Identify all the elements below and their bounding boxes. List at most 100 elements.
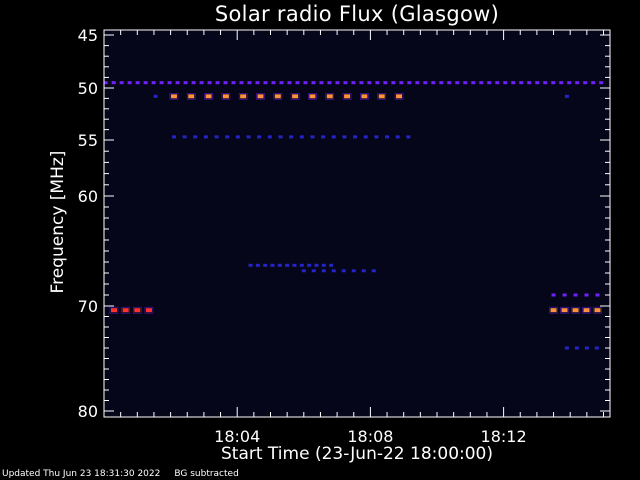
x-axis-label: Start Time (23-Jun-22 18:00:00): [221, 444, 493, 464]
feature-pixel: [344, 94, 351, 99]
x-tick-label: 18:04: [214, 427, 260, 446]
feature-pixel: [188, 94, 195, 99]
y-tick-label: 70: [78, 297, 98, 316]
feature-glow: [133, 306, 142, 314]
feature-pixel: [267, 135, 272, 139]
feature-pixel: [122, 308, 129, 313]
feature-pixel: [303, 81, 308, 85]
feature-pixel: [395, 135, 400, 139]
feature-pixel: [278, 135, 283, 139]
feature-pixel: [307, 263, 312, 267]
feature-pixel: [584, 293, 589, 297]
feature-pixel: [343, 81, 348, 85]
feature-pixel: [378, 94, 385, 99]
feature-pixel: [314, 263, 319, 267]
feature-pixel: [479, 81, 484, 85]
feature-pixel: [327, 81, 332, 85]
feature-pixel: [574, 346, 579, 350]
feature-pixel: [471, 81, 476, 85]
feature-pixel: [222, 94, 229, 99]
feature-pixel: [170, 94, 177, 99]
feature-pixel: [361, 269, 366, 273]
y-tick-label: 45: [78, 26, 98, 45]
feature-pixel: [277, 263, 282, 267]
feature-glow: [549, 306, 558, 314]
feature-pixel: [511, 81, 516, 85]
feature-pixel: [287, 81, 292, 85]
feature-pixel: [583, 81, 588, 85]
feature-glow: [582, 306, 591, 314]
feature-pixel: [551, 293, 556, 297]
feature-pixel: [527, 81, 532, 85]
feature-pixel: [463, 81, 468, 85]
feature-pixel: [263, 81, 268, 85]
feature-pixel: [371, 269, 376, 273]
feature-pixel: [292, 263, 297, 267]
feature-pixel: [255, 81, 260, 85]
feature-pixel: [175, 81, 180, 85]
feature-glow: [377, 93, 387, 100]
feature-pixel: [543, 81, 548, 85]
plot-frame: [103, 29, 611, 418]
y-tick-label: 55: [78, 131, 98, 150]
emission-features: [103, 81, 604, 350]
feature-pixel: [285, 263, 290, 267]
feature-glow: [121, 306, 130, 314]
feature-pixel: [182, 135, 187, 139]
feature-pixel: [519, 81, 524, 85]
feature-pixel: [447, 81, 452, 85]
feature-pixel: [143, 81, 148, 85]
feature-glow: [571, 306, 580, 314]
feature-pixel: [321, 263, 326, 267]
feature-pixel: [301, 269, 306, 273]
feature-pixel: [567, 81, 572, 85]
feature-glow: [360, 93, 369, 100]
feature-pixel: [321, 269, 326, 273]
feature-pixel: [385, 135, 390, 139]
feature-pixel: [263, 263, 268, 267]
feature-pixel: [223, 81, 228, 85]
feature-pixel: [271, 81, 276, 85]
x-tick-label: 18:08: [347, 427, 393, 446]
y-tick-label: 50: [78, 79, 98, 98]
y-tick-label: 60: [78, 187, 98, 206]
feature-pixel: [583, 308, 590, 313]
footer: Updated Thu Jun 23 18:31:30 2022 BG subtr…: [2, 469, 239, 479]
feature-pixel: [235, 135, 240, 139]
y-axis-label: Frequency [MHz]: [48, 150, 68, 294]
feature-pixel: [171, 135, 176, 139]
feature-pixel: [240, 94, 247, 99]
feature-pixel: [246, 135, 251, 139]
feature-pixel: [255, 263, 260, 267]
feature-pixel: [584, 346, 589, 350]
feature-glow: [144, 306, 154, 314]
feature-pixel: [231, 81, 236, 85]
feature-pixel: [311, 269, 316, 273]
feature-pixel: [341, 269, 346, 273]
feature-pixel: [575, 81, 580, 85]
feature-pixel: [247, 81, 252, 85]
feature-pixel: [407, 81, 412, 85]
feature-glow: [204, 93, 213, 100]
feature-pixel: [134, 308, 141, 313]
feature-pixel: [503, 81, 508, 85]
feature-pixel: [361, 94, 368, 99]
feature-pixel: [159, 81, 164, 85]
feature-pixel: [207, 81, 212, 85]
plot-background: [104, 30, 610, 417]
feature-glow: [256, 93, 265, 100]
feature-pixel: [594, 346, 599, 350]
feature-pixel: [351, 269, 356, 273]
feature-pixel: [103, 81, 108, 85]
feature-pixel: [495, 81, 500, 85]
feature-pixel: [335, 81, 340, 85]
feature-pixel: [153, 94, 158, 98]
feature-glow: [273, 93, 283, 100]
feature-pixel: [551, 81, 556, 85]
feature-pixel: [279, 81, 284, 85]
feature-glow: [308, 93, 317, 100]
feature-pixel: [295, 81, 300, 85]
feature-pixel: [311, 81, 316, 85]
feature-pixel: [319, 81, 324, 85]
feature-glow: [394, 93, 404, 100]
